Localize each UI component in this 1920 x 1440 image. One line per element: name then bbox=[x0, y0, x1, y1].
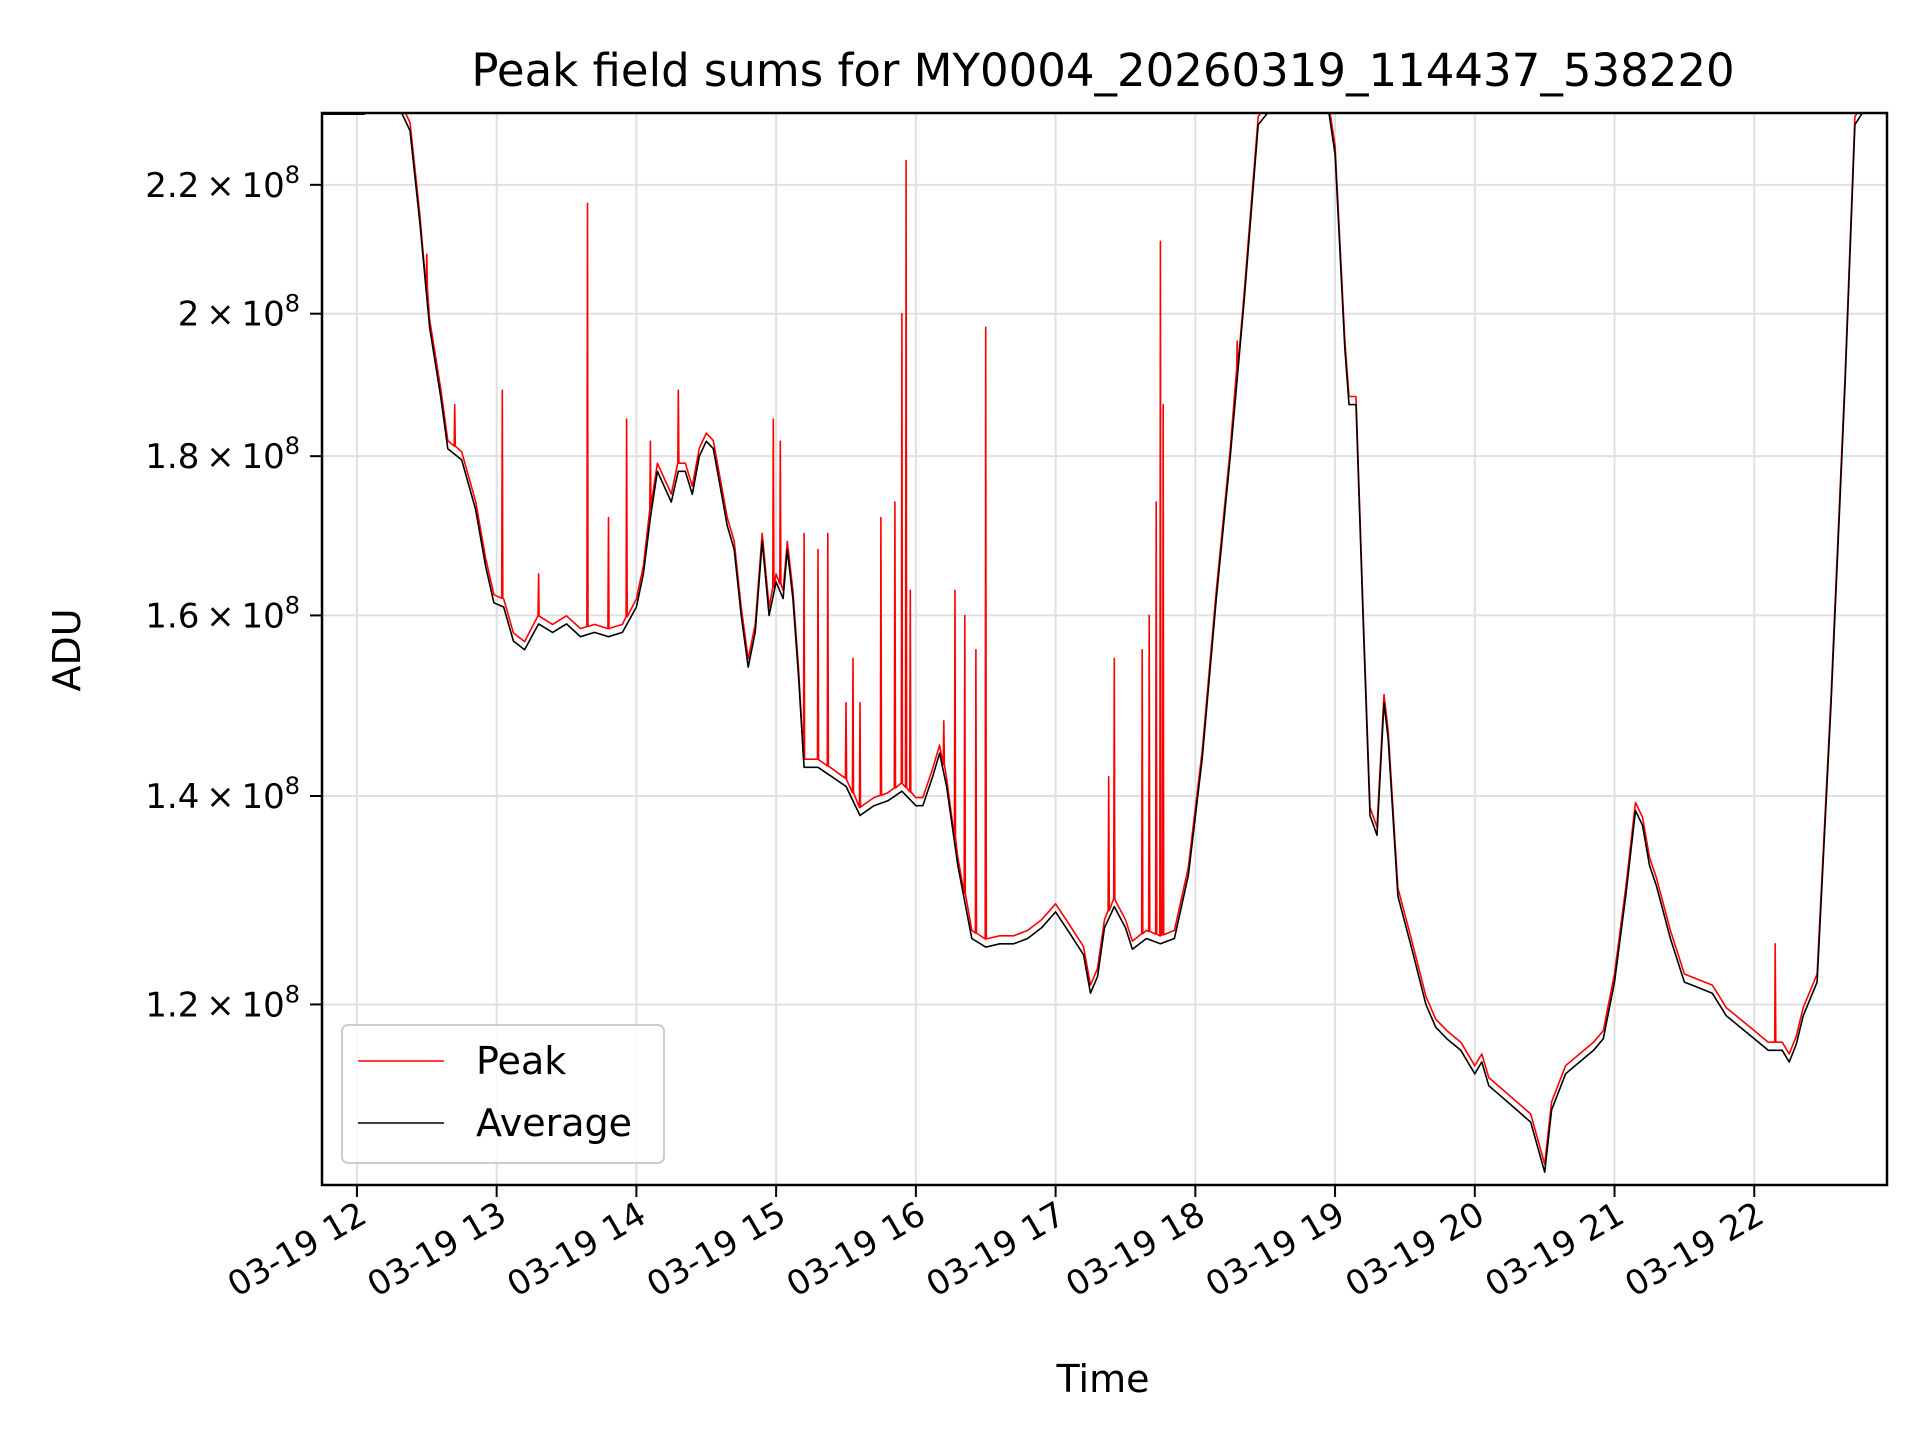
y-tick-times: × 10 bbox=[199, 295, 284, 335]
y-tick-mantissa: 1.4 bbox=[145, 777, 199, 817]
y-tick-exponent: 8 bbox=[285, 432, 300, 460]
legend: Peak Average bbox=[341, 1024, 665, 1164]
y-tick-mantissa: 1.2 bbox=[145, 985, 199, 1025]
y-tick-label: 1.2 × 108 bbox=[145, 980, 300, 1025]
legend-average-label: Average bbox=[476, 1101, 632, 1145]
y-tick-mantissa: 1.6 bbox=[145, 596, 199, 636]
y-tick-label: 1.6 × 108 bbox=[145, 591, 300, 636]
y-tick-exponent: 8 bbox=[285, 161, 300, 189]
y-tick-exponent: 8 bbox=[285, 290, 300, 318]
y-tick-mantissa: 2 bbox=[178, 295, 200, 335]
x-axis-label: Time bbox=[1056, 1357, 1150, 1401]
y-tick-label: 1.8 × 108 bbox=[145, 432, 300, 477]
y-tick-exponent: 8 bbox=[285, 772, 300, 800]
y-tick-exponent: 8 bbox=[285, 980, 300, 1008]
chart-title: Peak field sums for MY0004_20260319_1144… bbox=[471, 44, 1734, 97]
plot-frame bbox=[320, 111, 1889, 1187]
y-tick-label: 1.4 × 108 bbox=[145, 772, 300, 817]
plot-lines bbox=[322, 113, 1864, 1173]
legend-box bbox=[341, 1024, 665, 1164]
y-axis-label: ADU bbox=[45, 608, 89, 691]
legend-peak-label: Peak bbox=[476, 1039, 566, 1083]
series-group bbox=[322, 113, 1864, 1173]
y-tick-times: × 10 bbox=[199, 166, 284, 206]
y-tick-exponent: 8 bbox=[285, 591, 300, 619]
y-tick-label: 2.2 × 108 bbox=[145, 161, 300, 206]
y-tick-times: × 10 bbox=[199, 596, 284, 636]
y-tick-times: × 10 bbox=[199, 777, 284, 817]
y-tick-mantissa: 2.2 bbox=[145, 166, 199, 206]
grid bbox=[322, 113, 1887, 1185]
y-tick-label: 2 × 108 bbox=[178, 290, 300, 335]
y-tick-times: × 10 bbox=[199, 437, 284, 477]
y-tick-times: × 10 bbox=[199, 985, 284, 1025]
average-series-line bbox=[322, 113, 1864, 1173]
peak-series-line bbox=[404, 113, 1859, 1165]
y-tick-mantissa: 1.8 bbox=[145, 437, 199, 477]
